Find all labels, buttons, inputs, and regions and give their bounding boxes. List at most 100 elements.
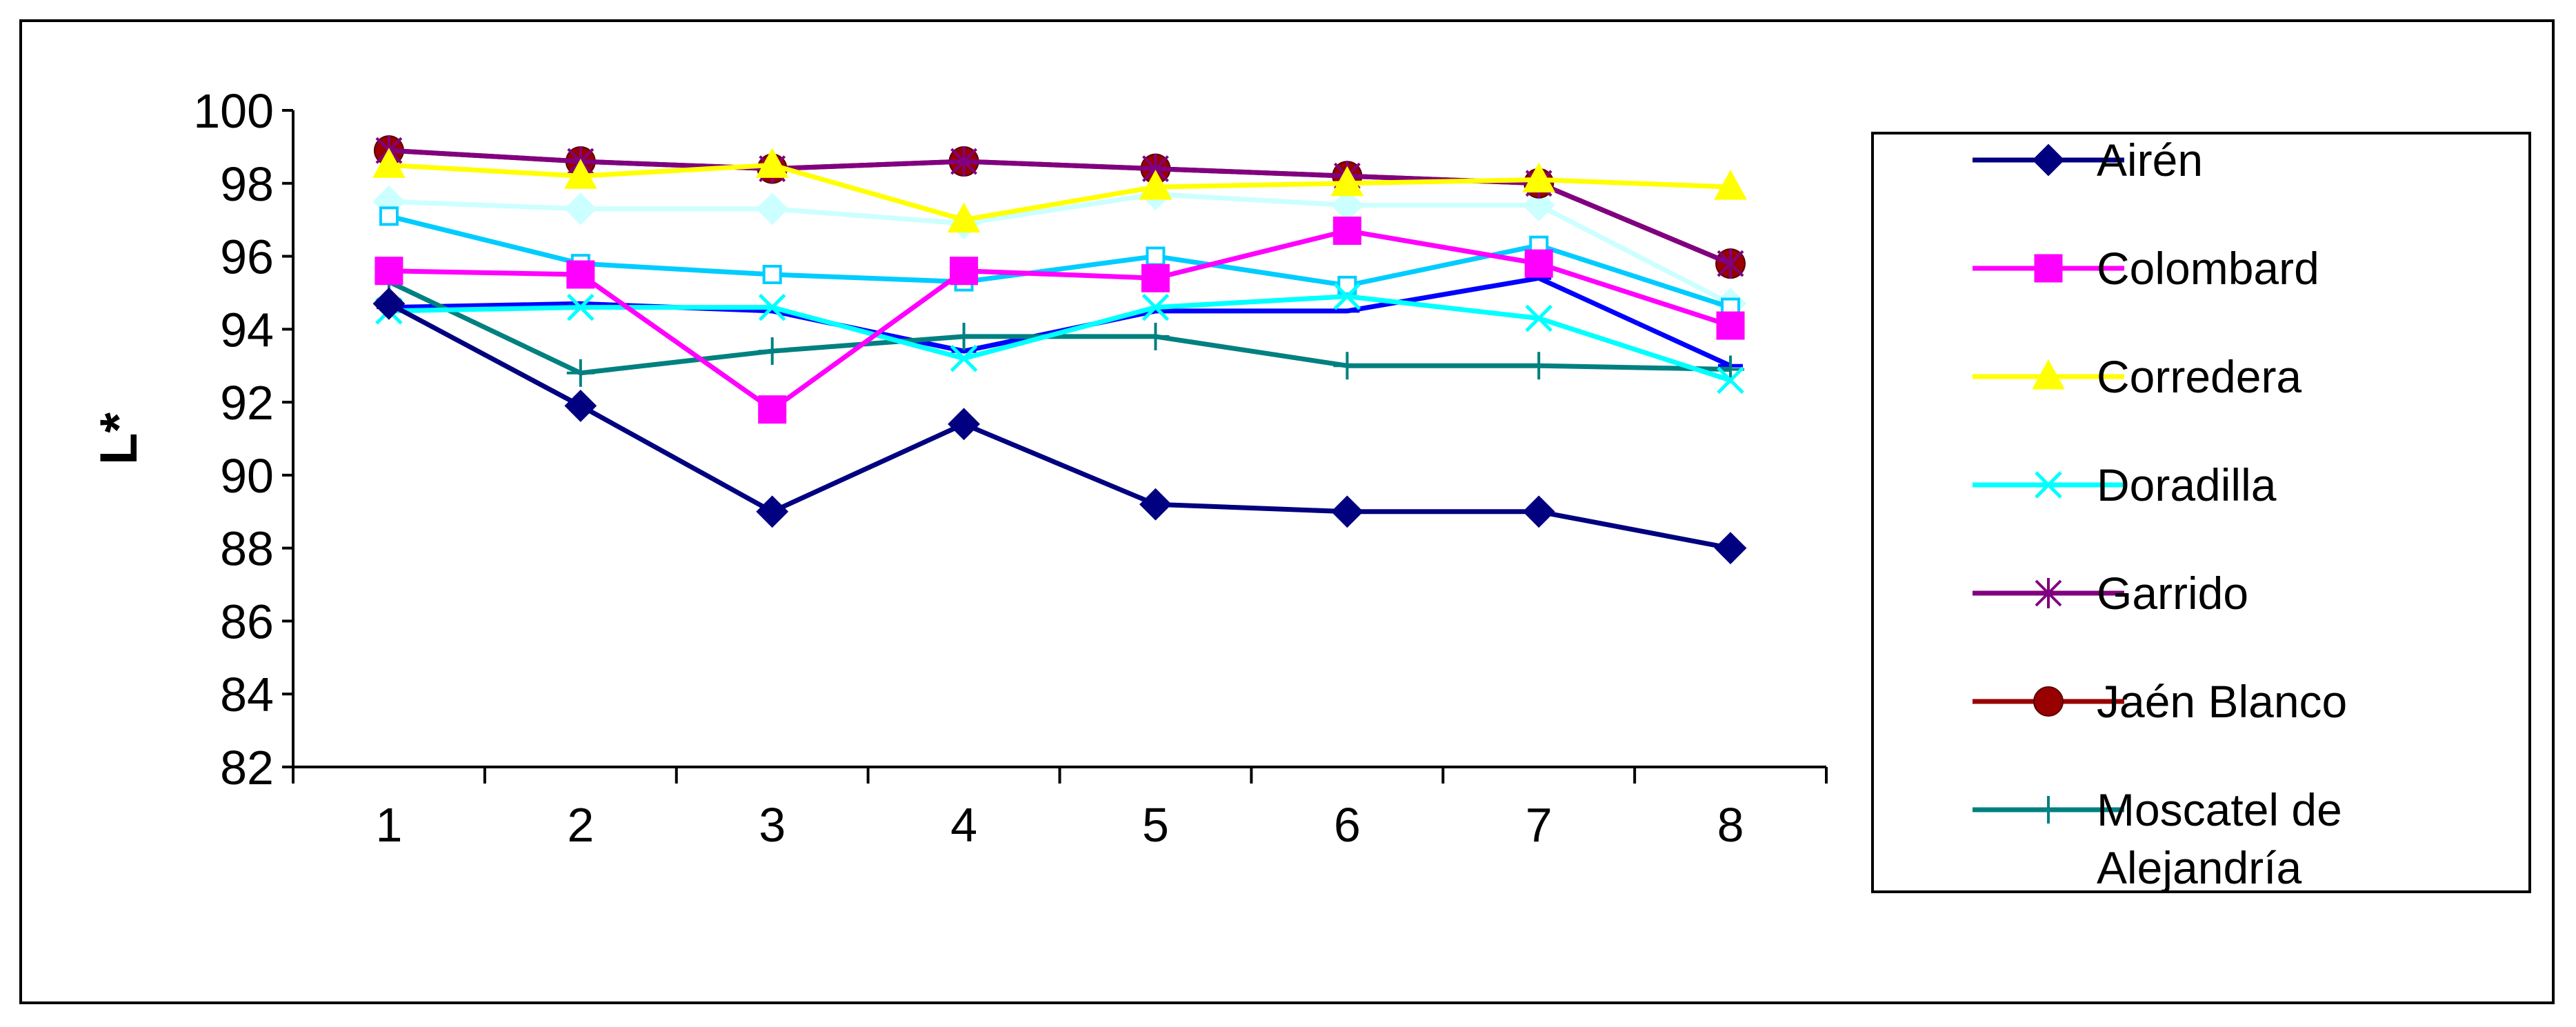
data-point xyxy=(564,389,597,422)
data-point xyxy=(1141,263,1170,292)
data-point xyxy=(1525,352,1553,380)
legend-label: Doradilla xyxy=(2097,459,2277,510)
x-tick-label: 5 xyxy=(1142,798,1169,852)
legend-marker xyxy=(2033,686,2064,717)
series-line xyxy=(388,301,1731,551)
data-point xyxy=(950,344,978,372)
data-point xyxy=(1139,488,1172,521)
legend-box xyxy=(1871,132,2531,893)
data-point xyxy=(1330,495,1364,528)
data-point xyxy=(1525,304,1552,332)
legend-item: Jaén Blanco xyxy=(1973,676,2347,727)
data-point xyxy=(755,148,789,178)
data-point xyxy=(762,265,782,284)
legend-item: Colombard xyxy=(1973,243,2319,294)
data-point xyxy=(379,206,399,226)
series-line xyxy=(388,162,1731,223)
y-tick-label: 92 xyxy=(220,376,274,430)
series-line xyxy=(388,275,1732,368)
axes: 82 84 86 88 90 92 94 96 98 100 1 2 3 4 5 6 7 8 L* xyxy=(90,84,1828,852)
data-point xyxy=(1717,366,1744,395)
legend-marker xyxy=(2032,143,2065,177)
data-point xyxy=(758,293,786,321)
series-line xyxy=(388,279,1731,376)
legend-label: Airén xyxy=(2097,134,2203,186)
legend-marker xyxy=(2035,578,2062,608)
data-point xyxy=(1333,352,1361,380)
data-point xyxy=(1141,322,1170,350)
data-point xyxy=(1714,532,1747,565)
x-tick-label: 4 xyxy=(950,798,977,852)
data-point xyxy=(1522,495,1555,528)
data-point xyxy=(758,337,786,366)
y-tick-label: 84 xyxy=(220,668,274,721)
series-layer xyxy=(372,135,1747,565)
legend-item: Corredera xyxy=(1973,351,2302,402)
data-point xyxy=(758,395,787,424)
legend-label: Alejandría xyxy=(2097,842,2302,893)
legend-item: Doradilla xyxy=(1973,459,2277,510)
x-tick-label: 6 xyxy=(1334,798,1361,852)
legend-marker xyxy=(2034,254,2063,283)
series-line xyxy=(388,213,1732,310)
x-tick-label: 2 xyxy=(567,798,594,852)
y-tick-label: 86 xyxy=(220,595,274,648)
data-point xyxy=(372,148,406,178)
data-point xyxy=(1716,311,1745,340)
legend: Airén Colombard Corredera Doradilla Garrido J… xyxy=(1871,132,2531,893)
legend-item: Garrido xyxy=(1973,568,2248,619)
data-point xyxy=(1332,217,1361,246)
data-point xyxy=(563,159,597,189)
data-point xyxy=(756,192,789,226)
series-1 xyxy=(375,217,1745,424)
legend-label: Garrido xyxy=(2097,568,2248,619)
y-axis-title: L* xyxy=(90,412,148,465)
data-point xyxy=(948,408,980,441)
legend-label: Moscatel de xyxy=(2097,784,2342,835)
data-point xyxy=(566,359,595,387)
data-point xyxy=(1717,248,1744,279)
data-point xyxy=(372,287,406,320)
data-point xyxy=(1146,246,1166,266)
x-tick-label: 7 xyxy=(1526,798,1552,852)
data-point xyxy=(1330,166,1364,197)
x-tick-label: 8 xyxy=(1717,798,1744,852)
data-point xyxy=(375,257,403,286)
series-3 xyxy=(375,282,1744,395)
legend-item: Moscatel de Alejandría xyxy=(1973,784,2342,893)
y-tick-label: 100 xyxy=(193,84,274,138)
data-point xyxy=(950,146,977,177)
legend-label: Corredera xyxy=(2097,351,2302,402)
data-point xyxy=(756,495,789,528)
data-point xyxy=(1522,162,1556,192)
data-point xyxy=(1139,170,1172,200)
legend-marker xyxy=(2035,796,2062,824)
legend-marker xyxy=(2032,359,2065,390)
series-0 xyxy=(372,287,1747,565)
y-tick-label: 94 xyxy=(220,303,274,357)
y-tick-label: 82 xyxy=(220,741,274,795)
data-point xyxy=(567,293,595,321)
series-line xyxy=(388,228,1732,412)
series-2 xyxy=(372,148,1747,233)
data-point xyxy=(1333,282,1361,310)
data-point xyxy=(947,202,981,233)
series-line xyxy=(388,192,1732,306)
y-tick-label: 96 xyxy=(220,230,274,284)
data-point xyxy=(950,322,978,350)
legend-label: Colombard xyxy=(2097,243,2319,294)
y-tick-label: 98 xyxy=(220,157,274,211)
data-point xyxy=(564,192,597,226)
data-point xyxy=(1522,189,1555,221)
legend-item: Airén xyxy=(1973,134,2203,186)
y-tick-label: 88 xyxy=(220,522,274,576)
data-point xyxy=(566,260,595,289)
legend-label: Jaén Blanco xyxy=(2097,676,2347,727)
legend-marker xyxy=(2035,471,2062,499)
data-point xyxy=(1524,249,1553,278)
data-point xyxy=(1141,293,1170,321)
y-tick-label: 90 xyxy=(220,449,274,503)
series-line xyxy=(388,294,1732,383)
x-tick-label: 3 xyxy=(759,798,786,852)
